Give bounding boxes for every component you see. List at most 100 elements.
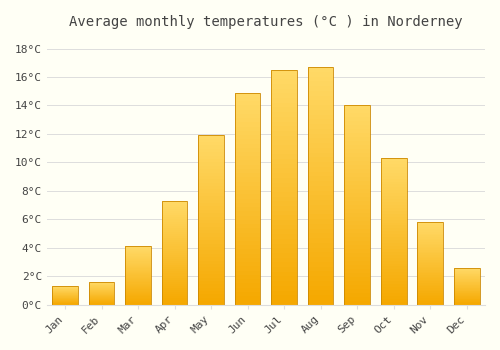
Bar xyxy=(454,286,479,287)
Bar xyxy=(308,110,334,114)
Bar xyxy=(381,270,406,272)
Bar xyxy=(308,81,334,86)
Bar xyxy=(381,237,406,240)
Bar xyxy=(381,284,406,287)
Bar xyxy=(126,252,151,253)
Bar xyxy=(198,288,224,291)
Bar xyxy=(272,121,297,126)
Bar xyxy=(235,296,260,300)
Bar xyxy=(454,289,479,290)
Bar xyxy=(344,137,370,141)
Bar xyxy=(454,297,479,298)
Bar xyxy=(198,294,224,298)
Bar xyxy=(198,237,224,240)
Bar xyxy=(89,296,114,297)
Bar xyxy=(454,281,479,282)
Bar xyxy=(89,298,114,299)
Bar xyxy=(381,249,406,252)
Bar xyxy=(198,223,224,227)
Bar xyxy=(198,240,224,244)
Bar xyxy=(381,196,406,199)
Bar xyxy=(235,241,260,245)
Bar xyxy=(418,303,443,304)
Bar xyxy=(344,277,370,281)
Bar xyxy=(126,282,151,284)
Bar xyxy=(52,294,78,295)
Bar xyxy=(126,286,151,287)
Bar xyxy=(344,237,370,241)
Bar xyxy=(198,257,224,260)
Bar xyxy=(235,232,260,237)
Bar xyxy=(308,276,334,281)
Bar xyxy=(344,221,370,225)
Bar xyxy=(126,264,151,265)
Bar xyxy=(344,145,370,149)
Bar xyxy=(454,301,479,302)
Bar xyxy=(344,125,370,130)
Bar xyxy=(89,282,114,304)
Bar xyxy=(381,246,406,249)
Bar xyxy=(162,203,188,205)
Title: Average monthly temperatures (°C ) in Norderney: Average monthly temperatures (°C ) in No… xyxy=(69,15,462,29)
Bar xyxy=(308,290,334,295)
Bar xyxy=(198,162,224,166)
Bar xyxy=(381,293,406,296)
Bar xyxy=(308,243,334,247)
Bar xyxy=(126,302,151,303)
Bar xyxy=(308,181,334,186)
Bar xyxy=(308,72,334,77)
Bar xyxy=(126,275,151,276)
Bar xyxy=(381,176,406,178)
Bar xyxy=(454,288,479,289)
Bar xyxy=(418,250,443,252)
Bar xyxy=(381,182,406,184)
Bar xyxy=(126,293,151,294)
Bar xyxy=(418,301,443,303)
Bar xyxy=(344,177,370,181)
Bar xyxy=(198,166,224,169)
Bar xyxy=(235,300,260,304)
Bar xyxy=(454,269,479,270)
Bar xyxy=(308,200,334,205)
Bar xyxy=(308,138,334,143)
Bar xyxy=(272,258,297,262)
Bar xyxy=(272,178,297,183)
Bar xyxy=(344,245,370,249)
Bar xyxy=(418,262,443,263)
Bar xyxy=(454,280,479,281)
Bar xyxy=(272,70,297,304)
Bar xyxy=(235,182,260,186)
Bar xyxy=(344,130,370,133)
Bar xyxy=(344,201,370,205)
Bar xyxy=(381,193,406,196)
Bar xyxy=(454,292,479,293)
Bar xyxy=(235,245,260,250)
Bar xyxy=(162,232,188,234)
Bar xyxy=(198,230,224,233)
Bar xyxy=(126,247,151,248)
Bar xyxy=(272,225,297,230)
Bar xyxy=(162,240,188,242)
Bar xyxy=(235,207,260,211)
Bar xyxy=(308,172,334,176)
Bar xyxy=(235,139,260,144)
Bar xyxy=(454,282,479,283)
Bar xyxy=(418,245,443,247)
Bar xyxy=(344,296,370,301)
Bar xyxy=(235,262,260,266)
Bar xyxy=(198,244,224,247)
Bar xyxy=(381,264,406,266)
Bar xyxy=(344,209,370,213)
Bar xyxy=(381,281,406,284)
Bar xyxy=(162,211,188,213)
Bar xyxy=(272,103,297,107)
Bar xyxy=(272,131,297,135)
Bar xyxy=(272,154,297,159)
Bar xyxy=(454,284,479,285)
Bar xyxy=(89,301,114,302)
Bar xyxy=(418,281,443,283)
Bar xyxy=(344,257,370,261)
Bar xyxy=(162,251,188,253)
Bar xyxy=(198,213,224,217)
Bar xyxy=(52,300,78,301)
